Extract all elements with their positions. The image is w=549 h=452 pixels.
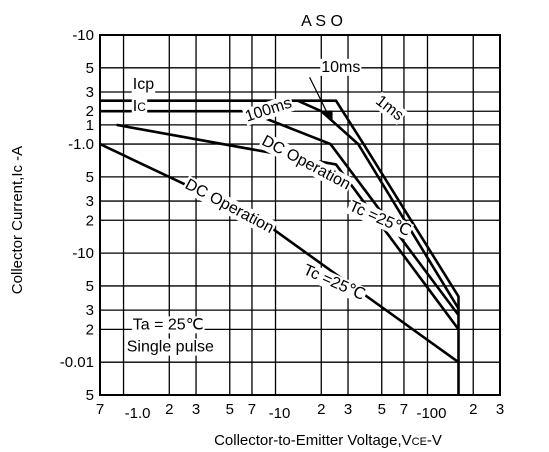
x-tick-label-10: 7 xyxy=(400,401,408,418)
y-tick-label-10: 5 xyxy=(86,278,94,295)
soa-curve-4 xyxy=(116,123,460,331)
y-tick-label-2: 3 xyxy=(86,84,94,101)
x-tick-label-1: -1.0 xyxy=(125,405,151,422)
x-tick-label-0: 7 xyxy=(96,401,104,418)
plot-frame xyxy=(99,34,501,396)
x-tick-label-11: -100 xyxy=(416,405,446,422)
annotation-10: Single pulse xyxy=(127,339,214,356)
annotation-0: Icp xyxy=(133,76,154,93)
annotation-bg-4 xyxy=(242,94,295,126)
x-tick-label-9: 5 xyxy=(378,401,386,418)
x-tick-label-4: 5 xyxy=(226,401,234,418)
y-tick-label-8: 2 xyxy=(86,212,94,229)
y-tick-label-0: -10 xyxy=(72,27,94,44)
y-tick-label-5: -1.0 xyxy=(68,136,94,153)
annotation-2: 10ms xyxy=(321,59,360,76)
y-tick-label-7: 3 xyxy=(86,193,94,210)
annotation-bg-0 xyxy=(131,75,156,93)
y-tick-label-3: 2 xyxy=(86,103,94,120)
y-tick-label-14: 5 xyxy=(86,387,94,404)
annotation-bg-7 xyxy=(181,175,278,238)
annotation-9: Ta = 25℃ xyxy=(133,316,204,333)
annotation-3: 1ms xyxy=(372,92,406,124)
x-tick-label-2: 2 xyxy=(165,401,173,418)
annotation-5: DC Operation xyxy=(259,133,353,194)
y-tick-label-4: 1 xyxy=(86,117,94,134)
y-axis-label: Collector Current,Ic -A xyxy=(9,146,26,294)
arrow-marker xyxy=(322,110,333,123)
annotation-bg-9 xyxy=(131,316,205,334)
x-tick-label-7: 2 xyxy=(317,401,325,418)
y-tick-label-6: 5 xyxy=(86,169,94,186)
x-tick-label-6: -10 xyxy=(269,405,291,422)
y-tick-label-12: 2 xyxy=(86,321,94,338)
annotation-bg-10 xyxy=(125,338,216,356)
y-tick-label-9: -10 xyxy=(72,245,94,262)
x-tick-label-3: 3 xyxy=(192,401,200,418)
x-axis-label: Collector-to-Emitter Voltage,VCE-V xyxy=(214,432,442,449)
annotation-1: IC xyxy=(133,98,146,115)
soa-curve-1 xyxy=(100,99,460,395)
annotation-bg-3 xyxy=(371,91,408,125)
x-tick-labels: 7 -1.0 2 3 5 7 -10 2 3 5 7 -100 2 3 xyxy=(96,401,504,422)
y-tick-label-1: 5 xyxy=(86,60,94,77)
y-tick-label-11: 3 xyxy=(86,302,94,319)
annotation-bg-8 xyxy=(299,261,369,305)
chart-title: A S O xyxy=(301,13,343,30)
y-tick-label-13: -0.01 xyxy=(60,354,94,371)
annotation-bg-2 xyxy=(320,58,362,76)
annotation-bg-6 xyxy=(345,197,415,241)
x-tick-label-8: 3 xyxy=(344,401,352,418)
x-tick-label-12: 2 xyxy=(469,401,477,418)
annotation-bg-1 xyxy=(131,98,148,116)
annotation-bg-5 xyxy=(258,132,355,194)
leader-line-10ms xyxy=(309,76,329,114)
x-tick-label-5: 7 xyxy=(248,401,256,418)
x-tick-label-13: 3 xyxy=(496,401,504,418)
annotation-8: Tc =25℃ xyxy=(301,262,368,304)
